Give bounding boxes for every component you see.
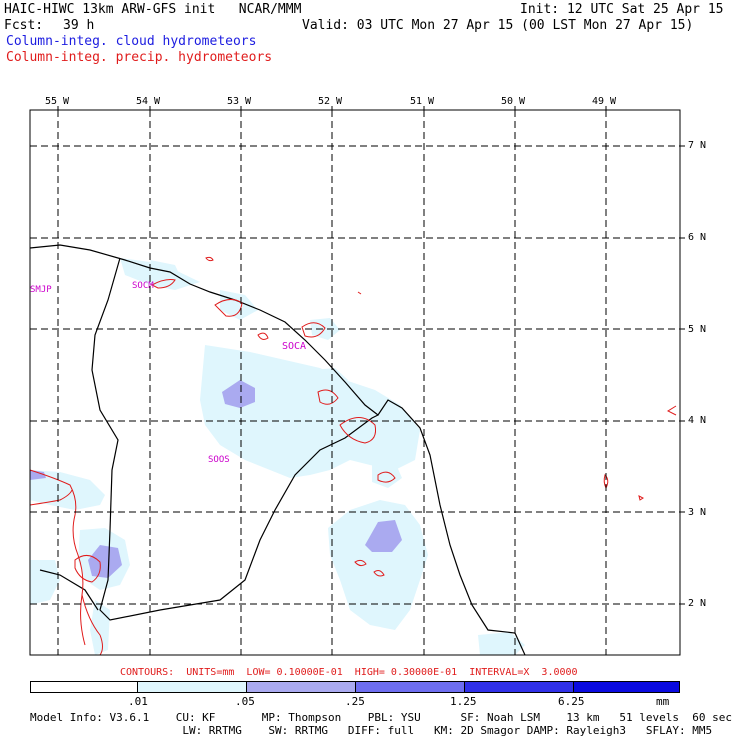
forecast-label: Fcst: [4, 18, 44, 33]
colorbar-segment-1 [137, 681, 247, 693]
station-soos: SOOS [208, 455, 230, 465]
model-info-line1: Model Info: V3.6.1 CU: KF MP: Thompson P… [30, 711, 732, 724]
lon-label-54w: 54 W [136, 96, 161, 107]
colorbar-segment-3 [355, 681, 465, 693]
lon-label-52w: 52 W [318, 96, 343, 107]
axis-ticks [57, 106, 685, 605]
colorbar-units: mm [656, 695, 670, 708]
chart-title: HAIC-HIWC 13km ARW-GFS init NCAR/MMM [4, 2, 302, 17]
lat-label-3n: 3 N [688, 507, 707, 518]
valid-time: Valid: 03 UTC Mon 27 Apr 15 (00 LST Mon … [302, 18, 694, 33]
station-socm: SOCM [132, 281, 154, 291]
coastline [29, 244, 526, 656]
colorbar-label-025: .25 [345, 695, 365, 708]
lon-label-50w: 50 W [501, 96, 526, 107]
forecast-hour: 39 h [63, 18, 95, 33]
colorbar-label-625: 6.25 [558, 695, 585, 708]
lat-lon-grid [30, 110, 680, 655]
lat-label-7n: 7 N [688, 140, 707, 151]
lon-label-55w: 55 W [45, 96, 70, 107]
cloud-hydrometeor-field [30, 258, 525, 655]
legend-precip-hydrometeors: Column-integ. precip. hydrometeors [6, 50, 273, 65]
map-frame [29, 109, 681, 656]
lon-label-49w: 49 W [592, 96, 617, 107]
lat-label-6n: 6 N [688, 232, 707, 243]
lat-label-2n: 2 N [688, 598, 707, 609]
colorbar-segment-5 [573, 681, 680, 693]
colorbar-segment-0 [30, 681, 138, 693]
contours-note: CONTOURS: UNITS=mm LOW= 0.10000E-01 HIGH… [120, 667, 578, 678]
lon-label-53w: 53 W [227, 96, 252, 107]
lat-label-4n: 4 N [688, 415, 707, 426]
precip-hydrometeor-contours [29, 256, 677, 656]
station-soca: SOCA [282, 341, 306, 352]
init-time: Init: 12 UTC Sat 25 Apr 15 [520, 2, 724, 17]
legend-cloud-hydrometeors: Column-integ. cloud hydrometeors [6, 34, 257, 49]
station-smjp: SMJP [30, 285, 52, 295]
cloud-hydrometeor-core [30, 380, 402, 578]
lon-label-51w: 51 W [410, 96, 435, 107]
lat-label-5n: 5 N [688, 324, 707, 335]
colorbar-label-125: 1.25 [450, 695, 477, 708]
colorbar-segment-4 [464, 681, 574, 693]
colorbar-label-001: .01 [128, 695, 148, 708]
model-info-line2: LW: RRTMG SW: RRTMG DIFF: full KM: 2D Sm… [30, 724, 713, 737]
colorbar-label-005: .05 [235, 695, 255, 708]
colorbar-segment-2 [246, 681, 356, 693]
